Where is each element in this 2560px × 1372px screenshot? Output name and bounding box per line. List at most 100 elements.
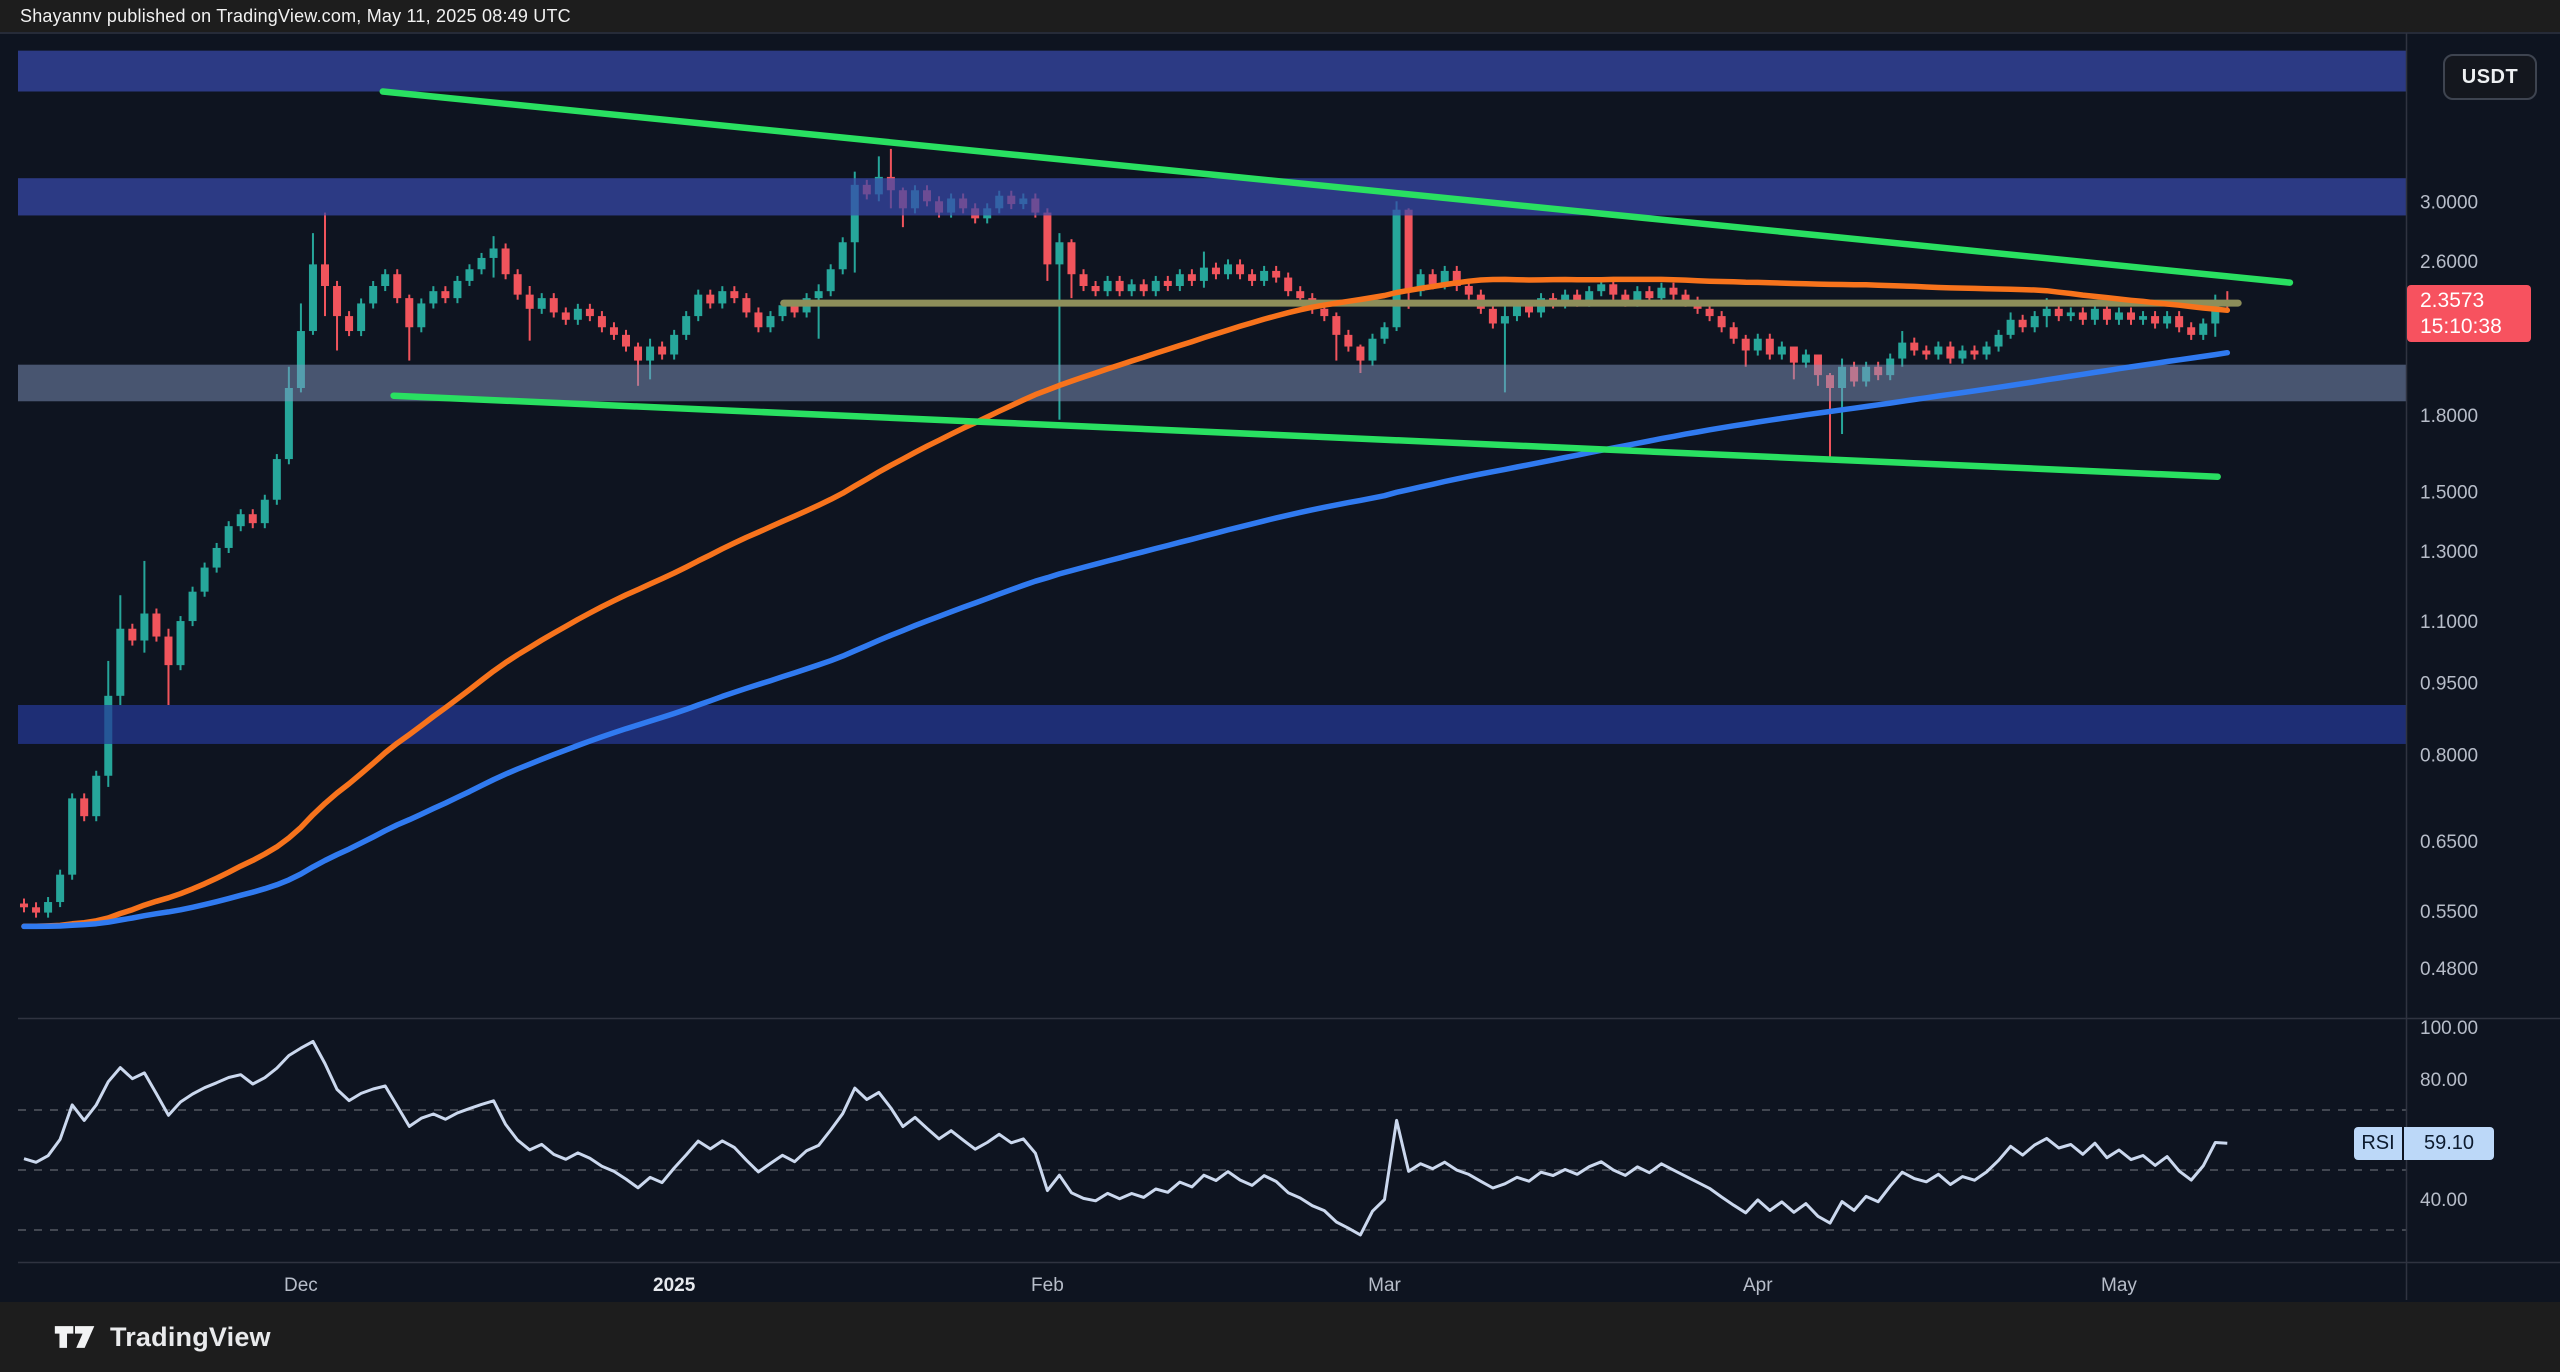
trendline-lower: [390, 392, 2221, 481]
candle-down: [1284, 277, 1293, 292]
candle-wick: [528, 286, 531, 341]
price-chart-svg[interactable]: 3.0000 2.6000 1.8000 1.5000 1.3000 1.1000 0.95…: [0, 32, 2560, 1302]
resistance-zone-3.0: [18, 178, 2406, 216]
price-axis-label: 0.4800: [2420, 959, 2478, 980]
price-axis-label: 1.1000: [2420, 612, 2478, 633]
candle-down: [2175, 316, 2184, 328]
candle-up: [1392, 209, 1401, 328]
candle-up: [477, 257, 486, 270]
candle-down: [609, 327, 618, 335]
candle-up: [1175, 274, 1184, 287]
candle-up: [188, 591, 197, 622]
rsi-axis-label: 80.00: [2420, 1070, 2468, 1091]
price-axis-label: 0.9500: [2420, 673, 2478, 694]
time-axis-label: Mar: [1368, 1275, 1401, 1296]
candle-down: [2127, 312, 2135, 320]
candle-up: [1055, 242, 1064, 265]
candle-down: [706, 294, 715, 304]
candle-down: [622, 334, 630, 347]
candle-down: [1043, 212, 1052, 265]
candle-down: [513, 274, 522, 295]
candle-down: [1428, 274, 1437, 285]
candle-down: [1573, 294, 1582, 302]
candle-up: [92, 775, 101, 817]
time-axis-label: May: [2101, 1275, 2137, 1296]
candle-down: [1741, 338, 1750, 351]
candle-up: [2114, 312, 2123, 320]
candle-up: [682, 316, 691, 335]
candle-up: [116, 628, 125, 696]
candle-down: [2018, 319, 2027, 328]
candle-down: [549, 298, 558, 313]
symbol-usdt-button[interactable]: USDT: [2443, 54, 2537, 100]
candle-up: [766, 316, 775, 328]
support-zone-1.9: [18, 364, 2406, 402]
candle-up: [284, 387, 293, 460]
candle-down: [1091, 286, 1100, 292]
candle-wick: [408, 294, 411, 361]
candle-up: [453, 280, 462, 299]
candle-up: [1561, 294, 1570, 304]
branding-footer: TradingView: [0, 1302, 2560, 1372]
candle-down: [1681, 294, 1690, 302]
candle-up: [2139, 316, 2148, 320]
candle-up: [1127, 284, 1136, 292]
candle-down: [658, 346, 667, 355]
candle-up: [2090, 308, 2099, 320]
candle-down: [1067, 242, 1076, 275]
candle-down: [80, 798, 89, 817]
candle-up: [694, 294, 703, 317]
candle-up: [224, 526, 233, 548]
candle-down: [2187, 327, 2196, 335]
candle-down: [1320, 308, 1329, 317]
candle-up: [1199, 267, 1208, 281]
candle-down: [790, 305, 799, 313]
candle-up: [1368, 338, 1377, 361]
candle-down: [585, 308, 594, 317]
time-axis-label: Dec: [284, 1275, 318, 1296]
price-axis-label: 1.5000: [2420, 482, 2478, 503]
time-axis: Dec 2025 Feb Mar Apr May: [284, 1275, 2137, 1296]
candle-down: [1621, 294, 1630, 302]
last-price-badge: 2.3573 15:10:38: [2407, 285, 2531, 342]
candle-up: [2211, 301, 2220, 324]
candle-down: [2078, 312, 2087, 320]
candle-down: [1236, 264, 1245, 275]
candle-wick: [1335, 312, 1338, 361]
candle-up: [1260, 270, 1269, 281]
rsi-label-chip: RSI: [2354, 1127, 2402, 1160]
price-axis-label: 1.8000: [2420, 406, 2478, 427]
candle-up: [2163, 316, 2172, 324]
candle-up: [2030, 316, 2039, 328]
candle-up: [381, 274, 390, 287]
candle-down: [1910, 342, 1919, 351]
candle-down: [441, 291, 450, 299]
candle-up: [1512, 305, 1521, 317]
last-price-value: 2.3573: [2420, 289, 2485, 312]
candle-down: [1525, 305, 1533, 313]
time-axis-label: Apr: [1743, 1275, 1773, 1296]
candle-wick: [1503, 305, 1506, 393]
candle-up: [465, 269, 474, 281]
candle-up: [838, 242, 847, 270]
candle-down: [1115, 280, 1124, 292]
tradingview-logo-icon: [54, 1326, 95, 1348]
candle-wick: [1058, 233, 1061, 420]
candle-wick: [637, 342, 640, 386]
candle-up: [260, 499, 269, 524]
tradingview-brand-text: TradingView: [110, 1321, 271, 1352]
candle-up: [670, 334, 679, 355]
candle-up: [1801, 354, 1810, 363]
candle-down: [1187, 274, 1196, 281]
candle-down: [1163, 280, 1172, 287]
candle-up: [176, 621, 185, 666]
candle-up: [2006, 319, 2015, 335]
chart-area[interactable]: 3.0000 2.6000 1.8000 1.5000 1.3000 1.1000 0.95…: [0, 32, 2560, 1302]
price-axis: 3.0000 2.6000 1.8000 1.5000 1.3000 1.1000 0.95…: [2420, 192, 2478, 980]
candle-down: [393, 274, 402, 299]
candle-up: [2199, 323, 2208, 335]
candle-up: [1440, 270, 1449, 285]
time-axis-label: Feb: [1031, 1275, 1064, 1296]
candle-up: [1224, 264, 1232, 275]
rsi-value-chips: RSI 59.10: [2354, 1127, 2494, 1160]
